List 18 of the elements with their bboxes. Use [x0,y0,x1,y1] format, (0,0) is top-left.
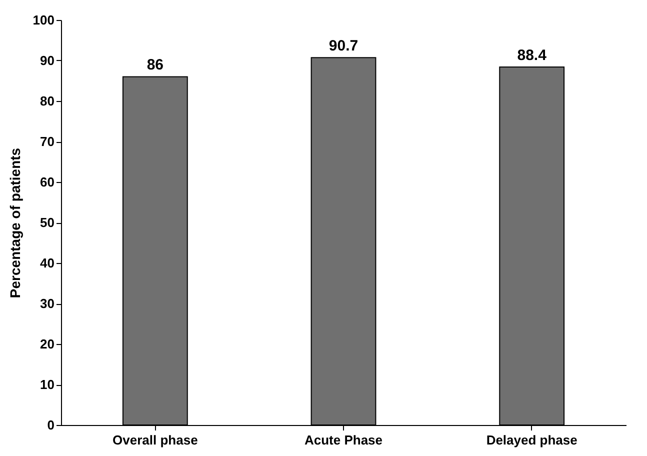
y-tick-label: 10 [40,377,54,392]
x-tick-label: Overall phase [112,432,198,448]
data-label: 88.4 [517,46,548,64]
y-tick-label: 0 [47,418,54,432]
y-tick-label: 100 [32,12,54,28]
y-tick-label: 80 [40,94,54,108]
data-label: 86 [146,56,164,74]
y-tick-label: 30 [40,296,54,311]
y-tick-label: 20 [40,336,54,352]
y-tick-label: 50 [40,215,54,230]
y-tick-label: 70 [40,134,54,149]
y-tick-label: 90 [40,53,54,68]
y-tick-label: 60 [40,174,54,190]
y-axis-title: Percentage of patients [6,148,23,298]
y-tick-label: 40 [40,256,54,270]
data-label: 90.7 [328,38,358,55]
x-tick-label: Delayed phase [486,432,578,448]
x-tick-label: Acute Phase [304,432,383,448]
